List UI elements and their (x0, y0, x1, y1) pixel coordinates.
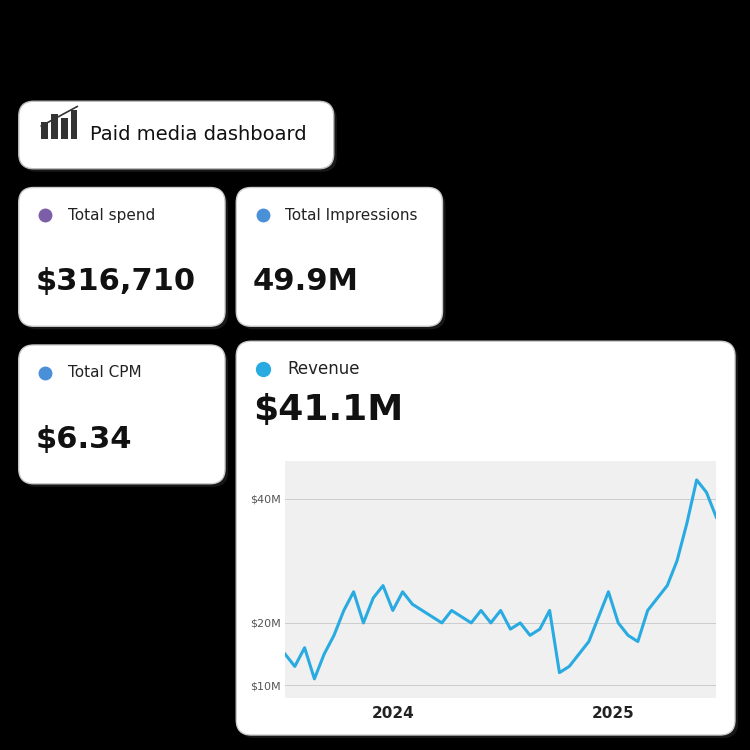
Text: $316,710: $316,710 (35, 267, 195, 296)
Bar (51, 114, 58, 139)
FancyBboxPatch shape (22, 190, 228, 329)
Text: $6.34: $6.34 (35, 424, 132, 454)
Text: Total Impressions: Total Impressions (285, 208, 418, 223)
FancyBboxPatch shape (19, 101, 334, 169)
FancyBboxPatch shape (239, 344, 738, 738)
Bar (61, 118, 68, 139)
Text: Total CPM: Total CPM (68, 365, 141, 380)
FancyBboxPatch shape (22, 104, 337, 172)
Text: Paid media dashboard: Paid media dashboard (90, 125, 307, 145)
Text: 49.9M: 49.9M (253, 267, 358, 296)
Bar (41, 122, 48, 139)
Text: Revenue: Revenue (287, 360, 360, 378)
Text: Total spend: Total spend (68, 208, 154, 223)
FancyBboxPatch shape (239, 190, 446, 329)
FancyBboxPatch shape (236, 341, 735, 735)
FancyBboxPatch shape (19, 188, 225, 326)
FancyBboxPatch shape (236, 188, 442, 326)
FancyBboxPatch shape (22, 348, 228, 487)
Bar (70, 110, 77, 139)
FancyBboxPatch shape (19, 345, 225, 484)
Text: $41.1M: $41.1M (253, 394, 403, 427)
